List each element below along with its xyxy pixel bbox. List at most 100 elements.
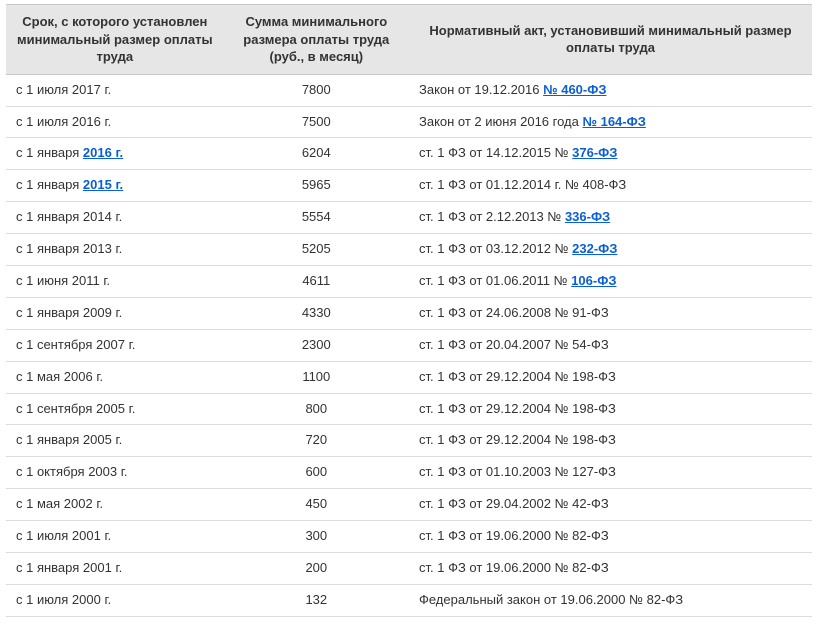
cell-law: ст. 1 ФЗ от 29.12.2004 № 198-ФЗ [409,361,812,393]
date-prefix: с 1 января [16,432,83,447]
cell-law: ст. 1 ФЗ от 29.12.2004 № 198-ФЗ [409,425,812,457]
law-prefix: ст. 1 ФЗ от 01.12.2014 г. № 408-ФЗ [419,177,626,192]
date-prefix: с 1 октября [16,464,88,479]
date-suffix: 2016 г. [72,114,111,129]
law-link[interactable]: № 164-ФЗ [582,114,645,129]
table-row: с 1 июля 2000 г.132Федеральный закон от … [6,584,812,616]
date-suffix: 2002 г. [64,496,103,511]
cell-date: с 1 июля 2017 г. [6,74,224,106]
date-prefix: с 1 июля [16,82,72,97]
cell-amount: 200 [224,553,409,585]
date-prefix: с 1 июля [16,114,72,129]
table-row: с 1 октября 2003 г.600 ст. 1 ФЗ от 01.10.… [6,457,812,489]
law-prefix: ст. 1 ФЗ от 01.10.2003 № 127-ФЗ [419,464,616,479]
cell-amount: 800 [224,393,409,425]
table-row: с 1 июля 2017 г.7800Закон от 19.12.2016 … [6,74,812,106]
cell-amount: 7800 [224,74,409,106]
cell-date: с 1 января 2016 г. [6,138,224,170]
cell-amount: 5965 [224,170,409,202]
table-header: Срок, с которого установлен минимальный … [6,5,812,75]
date-suffix: 2017 г. [72,82,111,97]
cell-amount: 4611 [224,265,409,297]
date-suffix: 2014 г. [83,209,122,224]
table-row: с 1 мая 2006 г. 1100 ст. 1 ФЗ от 29.12.200… [6,361,812,393]
table-row: с 1 января 2015 г. 5965 ст. 1 ФЗ от 01.12.… [6,170,812,202]
cell-date: с 1 сентября 2005 г. [6,393,224,425]
cell-amount: 450 [224,489,409,521]
law-link[interactable]: 376-ФЗ [572,145,617,160]
table-row: с 1 января 2005 г.720ст. 1 ФЗ от 29.12.2… [6,425,812,457]
date-prefix: с 1 января [16,241,83,256]
cell-law: ст. 1 ФЗ от 29.12.2004 № 198-ФЗ [409,393,812,425]
date-prefix: с 1 января [16,177,83,192]
law-prefix: ст. 1 ФЗ от 20.04.2007 № 54-ФЗ [419,337,609,352]
cell-law: ст. 1 ФЗ от 2.12.2013 № 336-ФЗ [409,202,812,234]
cell-amount: 5554 [224,202,409,234]
table-row: с 1 мая 2002 г.450ст. 1 ФЗ от 29.04.2002… [6,489,812,521]
col-header-date: Срок, с которого установлен минимальный … [6,5,224,75]
law-prefix: ст. 1 ФЗ от 2.12.2013 № [419,209,565,224]
law-link[interactable]: 106-ФЗ [571,273,616,288]
cell-law: ст. 1 ФЗ от 01.12.2014 г. № 408-ФЗ [409,170,812,202]
law-link[interactable]: 336-ФЗ [565,209,610,224]
cell-date: с 1 июля 2000 г. [6,584,224,616]
law-prefix: ст. 1 ФЗ от 29.12.2004 № 198-ФЗ [419,432,616,447]
law-prefix: ст. 1 ФЗ от 03.12.2012 № [419,241,572,256]
col-header-law: Нормативный акт, установивший минимальны… [409,5,812,75]
date-suffix: 2001 г. [83,560,122,575]
date-prefix: с 1 сентября [16,401,96,416]
law-prefix: ст. 1 ФЗ от 29.12.2004 № 198-ФЗ [419,401,616,416]
date-prefix: с 1 января [16,305,83,320]
cell-amount: 300 [224,521,409,553]
date-prefix: с 1 июля [16,528,72,543]
col-header-amount: Сумма минимального размера оплаты труда … [224,5,409,75]
law-prefix: Закон от 19.12.2016 [419,82,543,97]
cell-amount: 2300 [224,329,409,361]
cell-date: с 1 сентября 2007 г. [6,329,224,361]
date-link[interactable]: 2015 г. [83,177,123,192]
table-row: с 1 июля 2016 г.7500Закон от 2 июня 2016… [6,106,812,138]
law-link[interactable]: 232-ФЗ [572,241,617,256]
date-suffix: 2005 г. [83,432,122,447]
cell-law: ст. 1 ФЗ от 24.06.2008 № 91-ФЗ [409,297,812,329]
cell-date: с 1 января 2001 г. [6,553,224,585]
cell-law: ст. 1 ФЗ от 01.06.2011 № 106-ФЗ [409,265,812,297]
date-suffix: 2009 г. [83,305,122,320]
table-row: с 1 сентября 2005 г.800ст. 1 ФЗ от 29.12… [6,393,812,425]
date-suffix: 2006 г. [64,369,103,384]
cell-amount: 5205 [224,234,409,266]
cell-date: с 1 июля 2001 г. [6,521,224,553]
date-prefix: с 1 мая [16,496,64,511]
law-prefix: ст. 1 ФЗ от 01.06.2011 № [419,273,571,288]
cell-law: Закон от 2 июня 2016 года № 164-ФЗ [409,106,812,138]
cell-amount: 1100 [224,361,409,393]
cell-law: Федеральный закон от 19.06.2000 № 82-ФЗ [409,584,812,616]
cell-law: Закон от 19.12.2016 № 460-ФЗ [409,74,812,106]
cell-date: с 1 октября 2003 г. [6,457,224,489]
law-prefix: Закон от 2 июня 2016 года [419,114,583,129]
cell-date: с 1 мая 2002 г. [6,489,224,521]
cell-amount: 7500 [224,106,409,138]
cell-date: с 1 января 2009 г. [6,297,224,329]
date-prefix: с 1 июня [16,273,72,288]
date-prefix: с 1 сентября [16,337,96,352]
law-prefix: ст. 1 ФЗ от 14.12.2015 № [419,145,572,160]
table-row: с 1 января 2014 г.5554ст. 1 ФЗ от 2.12.2… [6,202,812,234]
date-suffix: 2005 г. [96,401,135,416]
cell-law: ст. 1 ФЗ от 14.12.2015 № 376-ФЗ [409,138,812,170]
cell-date: с 1 января 2014 г. [6,202,224,234]
cell-law: ст. 1 ФЗ от 29.04.2002 № 42-ФЗ [409,489,812,521]
cell-law: ст. 1 ФЗ от 01.10.2003 № 127-ФЗ [409,457,812,489]
law-prefix: ст. 1 ФЗ от 29.12.2004 № 198-ФЗ [419,369,616,384]
table-row: с 1 января 2001 г.200ст. 1 ФЗ от 19.06.2… [6,553,812,585]
date-link[interactable]: 2016 г. [83,145,123,160]
date-prefix: с 1 мая [16,369,64,384]
cell-law: ст. 1 ФЗ от 19.06.2000 № 82-ФЗ [409,521,812,553]
law-prefix: Федеральный закон от 19.06.2000 № 82-ФЗ [419,592,683,607]
table-row: с 1 июня 2011 г.4611ст. 1 ФЗ от 01.06.20… [6,265,812,297]
date-suffix: 2001 г. [72,528,111,543]
cell-date: с 1 января 2013 г. [6,234,224,266]
cell-amount: 600 [224,457,409,489]
table-row: с 1 января 2009 г.4330ст. 1 ФЗ от 24.06.… [6,297,812,329]
law-link[interactable]: № 460-ФЗ [543,82,606,97]
